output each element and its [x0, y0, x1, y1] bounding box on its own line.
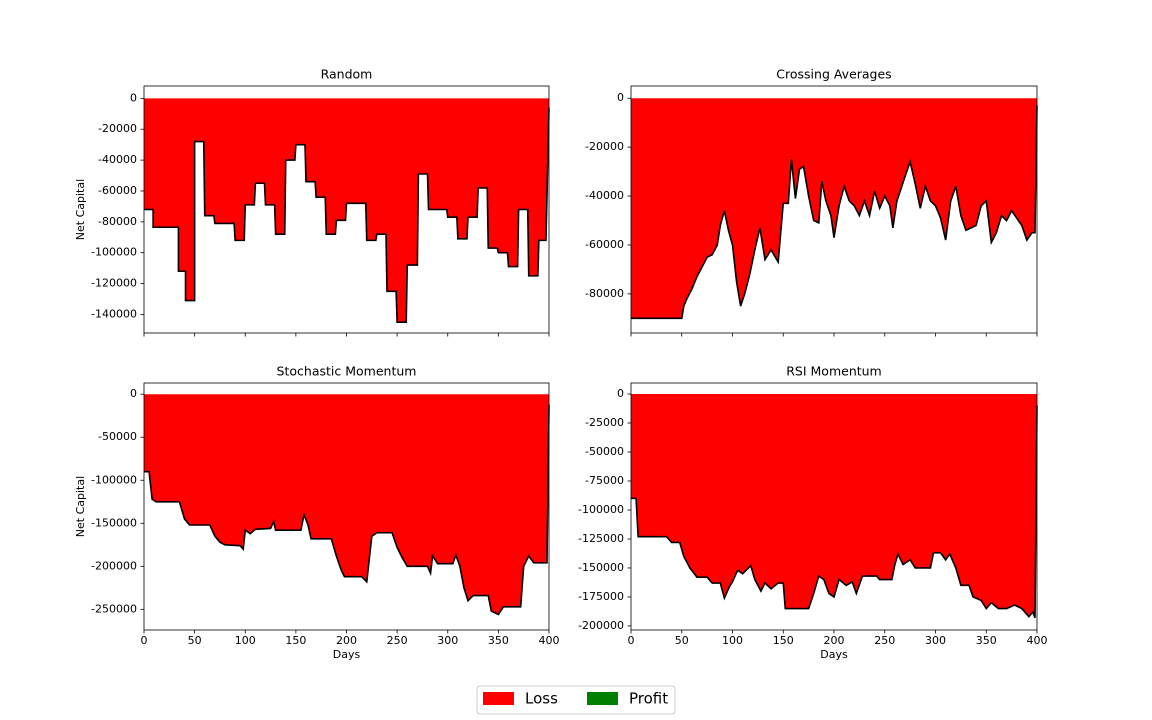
y-tick-label: 0 — [130, 387, 137, 400]
x-tick-label: 250 — [387, 634, 408, 647]
x-tick-label: 200 — [336, 634, 357, 647]
y-tick-label: -250000 — [91, 602, 137, 615]
x-tick-label: 350 — [976, 634, 997, 647]
y-tick-label: -120000 — [91, 277, 137, 290]
x-tick-label: 150 — [285, 634, 306, 647]
y-tick-label: -100000 — [91, 246, 137, 259]
x-tick-label: 100 — [235, 634, 256, 647]
capital-line — [144, 404, 550, 616]
y-tick-label: -125000 — [578, 532, 624, 545]
x-axis-label: Days — [333, 648, 361, 661]
capital-line — [144, 107, 550, 323]
y-tick-label: -50000 — [98, 430, 137, 443]
y-tick-label: -140000 — [91, 307, 137, 320]
x-tick-label: 100 — [722, 634, 743, 647]
x-tick-label: 300 — [925, 634, 946, 647]
x-tick-label: 0 — [141, 634, 148, 647]
legend-box — [476, 685, 676, 715]
legend-label: Loss — [525, 690, 558, 708]
y-tick-label: -75000 — [585, 474, 624, 487]
y-tick-label: -40000 — [585, 189, 624, 202]
y-tick-label: 0 — [617, 91, 624, 104]
x-tick-label: 200 — [824, 634, 845, 647]
x-tick-label: 400 — [1027, 634, 1048, 647]
y-tick-label: -200000 — [578, 619, 624, 632]
x-tick-label: 50 — [675, 634, 689, 647]
x-tick-label: 300 — [437, 634, 458, 647]
y-tick-label: -175000 — [578, 590, 624, 603]
y-tick-label: -150000 — [578, 561, 624, 574]
y-tick-label: -20000 — [98, 122, 137, 135]
subplot-title: Crossing Averages — [776, 67, 891, 82]
loss-area — [144, 394, 549, 615]
y-tick-label: -40000 — [98, 153, 137, 166]
subplot-title: Random — [321, 67, 373, 82]
y-tick-label: -60000 — [98, 184, 137, 197]
x-tick-label: 350 — [488, 634, 509, 647]
x-tick-label: 150 — [773, 634, 794, 647]
y-axis-label: Net Capital — [74, 476, 87, 537]
x-axis-label: Days — [820, 648, 848, 661]
y-tick-label: -20000 — [585, 140, 624, 153]
y-tick-label: -100000 — [91, 473, 137, 486]
y-tick-label: -25000 — [585, 416, 624, 429]
subplot-title: Stochastic Momentum — [277, 364, 417, 379]
x-tick-label: 400 — [539, 634, 560, 647]
loss-area — [631, 394, 1037, 618]
loss-area — [631, 98, 1037, 319]
legend-swatch — [483, 692, 514, 705]
y-tick-label: -80000 — [98, 215, 137, 228]
y-tick-label: 0 — [617, 387, 624, 400]
x-tick-label: 50 — [188, 634, 202, 647]
capital-line — [631, 105, 1038, 320]
y-tick-label: -200000 — [91, 559, 137, 572]
capital-line — [631, 405, 1038, 619]
subplot-title: RSI Momentum — [786, 364, 882, 379]
y-tick-label: 0 — [130, 91, 137, 104]
y-axis-label: Net Capital — [74, 179, 87, 240]
legend-swatch — [587, 692, 618, 705]
y-tick-label: -150000 — [91, 516, 137, 529]
y-tick-label: -100000 — [578, 503, 624, 516]
x-tick-label: 0 — [628, 634, 635, 647]
legend-label: Profit — [629, 690, 668, 708]
y-tick-label: -60000 — [585, 238, 624, 251]
y-tick-label: -50000 — [585, 445, 624, 458]
loss-area — [144, 98, 549, 323]
x-tick-label: 250 — [874, 634, 895, 647]
y-tick-label: -80000 — [585, 287, 624, 300]
